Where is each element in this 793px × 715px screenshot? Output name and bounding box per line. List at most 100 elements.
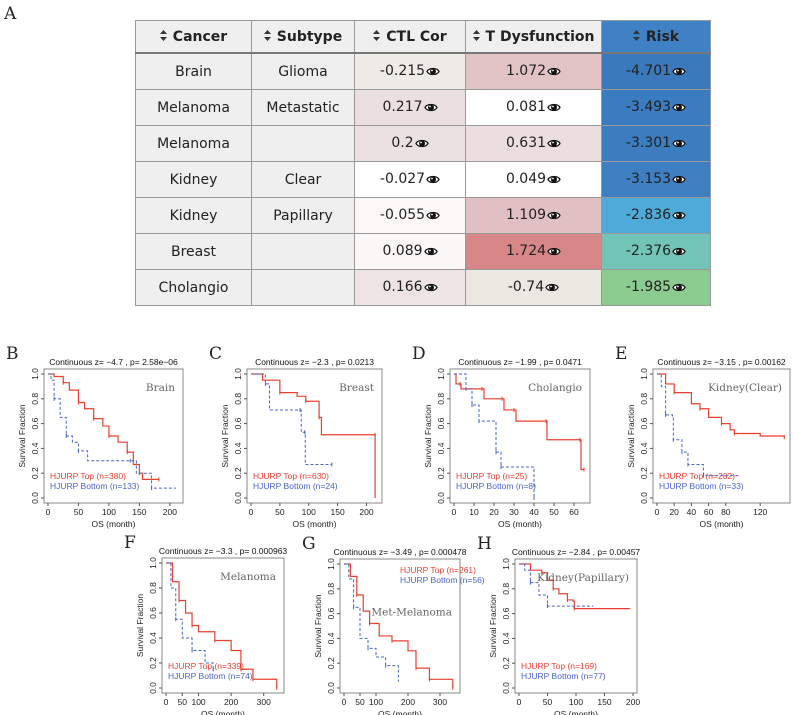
km-plot-c: C Continuous z= −2.3 , p= 0.0213 0 50 100 150… [209, 344, 383, 529]
survival-curve-top [519, 563, 631, 610]
sort-arrows-icon[interactable] [472, 29, 480, 44]
plot-frame [652, 368, 791, 504]
eye-icon[interactable] [547, 245, 561, 261]
y-tick-label: 0.6 [639, 417, 649, 429]
eye-icon[interactable] [547, 101, 561, 117]
eye-icon[interactable] [547, 65, 561, 81]
km-plot-d: D Continuous z= −1.99 , p= 0.0471 0 10 20 30 4… [412, 344, 591, 529]
risk-value: -2.836 [625, 206, 672, 223]
eye-icon[interactable] [547, 173, 561, 189]
table-row: Melanoma 0.2 0.631 -3.301 [135, 125, 711, 162]
header-label: Cancer [172, 28, 228, 45]
x-tick-label: 150 [597, 697, 611, 707]
y-tick-label: 0.0 [436, 492, 446, 504]
eye-icon[interactable] [547, 137, 561, 153]
panel-label: C [209, 344, 222, 364]
x-tick-label: 0 [655, 507, 660, 517]
x-tick-label: 100 [191, 697, 205, 707]
y-tick-label: 0.4 [233, 442, 243, 454]
eye-icon[interactable] [672, 65, 686, 81]
legend-entry: HJURP Bottom (n=8) [456, 481, 536, 491]
legend-entry: HJURP Top (n=630) [253, 471, 329, 481]
eye-icon[interactable] [672, 209, 686, 225]
x-axis-label: OS (month) [498, 519, 542, 529]
eye-icon[interactable] [423, 245, 438, 261]
legend-entry: HJURP Top (n=339) [168, 661, 244, 671]
y-axis-label: Survival Fraction [135, 594, 145, 658]
ctl-cell: -0.215 [354, 52, 466, 90]
sort-arrows-icon[interactable] [373, 29, 381, 44]
y-axis-label: Survival Fraction [423, 404, 433, 468]
subtype-cell [251, 125, 355, 162]
column-header-risk[interactable]: Risk [601, 20, 711, 54]
panel-label: G [302, 534, 316, 554]
x-axis-label: OS (month) [554, 709, 598, 715]
x-tick-label: 200 [224, 697, 238, 707]
eye-icon[interactable] [426, 65, 440, 81]
sort-arrows-icon[interactable] [159, 29, 167, 44]
column-header-t-dysfunction[interactable]: T Dysfunction [465, 20, 602, 54]
sort-arrows-icon[interactable] [632, 29, 640, 44]
x-axis-label: OS (month) [700, 519, 744, 529]
x-tick-label: 10 [469, 507, 479, 517]
y-tick-label: 0.8 [148, 582, 158, 594]
x-tick-label: 40 [687, 507, 697, 517]
eye-icon[interactable] [423, 101, 438, 117]
cancer-annotation: Kidney(Clear) [708, 382, 782, 394]
survival-curve-top [166, 562, 278, 688]
eye-icon[interactable] [547, 209, 561, 225]
column-header-subtype[interactable]: Subtype [251, 20, 355, 54]
y-tick-label: 0.0 [233, 492, 243, 504]
eye-icon[interactable] [672, 101, 686, 117]
tdys-cell: -0.74 [465, 269, 602, 306]
x-tick-label: 50 [275, 507, 285, 517]
panel-label: H [477, 534, 492, 554]
plot-title: Continuous z= −4.7 , p= 2.58e−06 [49, 357, 178, 367]
eye-icon[interactable] [545, 281, 559, 297]
plot-frame [339, 558, 461, 694]
x-tick-label: 40 [529, 507, 539, 517]
tdys-value: 1.724 [505, 242, 547, 259]
tdys-cell: 0.631 [465, 125, 602, 162]
y-tick-label: 1.0 [148, 557, 158, 569]
eye-icon[interactable] [426, 173, 440, 189]
legend-entry: HJURP Bottom (n=133) [50, 481, 140, 491]
x-tick-label: 200 [401, 697, 415, 707]
table-row: Melanoma Metastatic 0.217 0.081 -3.493 [135, 89, 711, 126]
x-tick-label: 150 [330, 507, 344, 517]
y-tick-label: 1.0 [233, 368, 243, 380]
x-tick-label: 0 [164, 697, 169, 707]
sort-arrows-icon[interactable] [263, 29, 271, 44]
eye-icon[interactable] [672, 137, 686, 153]
x-tick-label: 120 [753, 507, 767, 517]
y-tick-label: 0.2 [326, 657, 336, 669]
ctl-value: -0.055 [379, 206, 426, 223]
eye-icon[interactable] [423, 281, 438, 297]
subtype-cell: Papillary [251, 197, 355, 234]
risk-value: -3.301 [625, 134, 672, 151]
eye-icon[interactable] [672, 173, 686, 189]
y-axis-label: Survival Fraction [220, 404, 230, 468]
column-header-ctl-cor[interactable]: CTL Cor [354, 20, 466, 54]
x-tick-label: 30 [509, 507, 519, 517]
y-tick-label: 0.0 [148, 682, 158, 694]
y-tick-label: 0.4 [326, 632, 336, 644]
survival-curve-top [48, 373, 159, 480]
eye-icon[interactable] [414, 137, 429, 153]
table-row: Kidney Clear -0.027 0.049 -3.153 [135, 161, 711, 198]
eye-icon[interactable] [426, 209, 440, 225]
eye-icon[interactable] [672, 281, 686, 297]
x-tick-label: 0 [517, 697, 522, 707]
y-tick-label: 1.0 [326, 558, 336, 570]
y-tick-label: 0.4 [639, 442, 649, 454]
cancer-annotation: Kidney(Papillary) [537, 572, 629, 584]
y-tick-label: 0.2 [501, 657, 511, 669]
x-tick-label: 100 [302, 507, 316, 517]
eye-icon[interactable] [672, 245, 686, 261]
y-tick-label: 0.6 [148, 607, 158, 619]
ctl-cell: -0.027 [354, 161, 466, 198]
cancer-cell: Melanoma [135, 89, 252, 126]
cancer-annotation: Melanoma [220, 571, 276, 583]
ctl-value: 0.089 [382, 242, 423, 259]
